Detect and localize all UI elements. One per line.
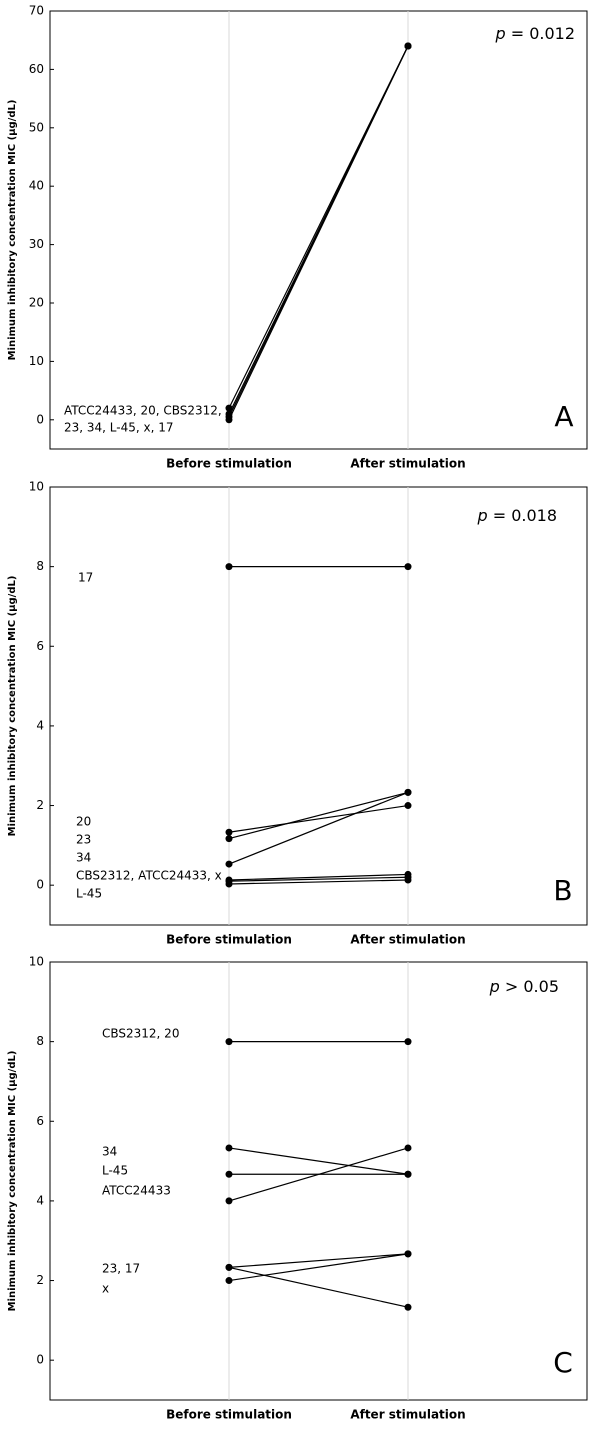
annotation: 23, 17 — [102, 1262, 140, 1276]
data-point — [404, 1303, 412, 1311]
y-tick-label: 10 — [29, 480, 44, 494]
y-tick-label: 4 — [36, 718, 44, 732]
p-value: p > 0.05 — [489, 977, 559, 996]
series-line — [228, 45, 409, 421]
annotation: L-45 — [102, 1164, 128, 1178]
data-point — [225, 1277, 233, 1285]
data-point — [225, 835, 233, 843]
data-point — [225, 1263, 233, 1271]
p-value: p = 0.012 — [494, 24, 575, 43]
panel: Before stimulation After stimulation 0 2 4 6 8… — [7, 480, 588, 947]
panel-label: C — [553, 1346, 573, 1379]
data-point — [404, 42, 412, 50]
p-symbol: p — [494, 24, 505, 43]
y-tick-label: 60 — [29, 62, 44, 76]
data-point — [404, 1170, 412, 1178]
series-line — [228, 791, 409, 865]
p-symbol: p — [489, 977, 500, 996]
annotation: 34 — [76, 851, 91, 865]
y-tick-label: 8 — [36, 1034, 44, 1048]
x-tick-label: Before stimulation — [166, 933, 292, 947]
annotation: x — [102, 1282, 109, 1296]
series-line — [228, 1147, 409, 1175]
panel-label: A — [554, 400, 573, 433]
y-axis-label: Minimum inhibitory concentration MIC (µg… — [7, 1051, 18, 1312]
p-text: = 0.012 — [506, 24, 575, 43]
y-tick-label: 20 — [29, 296, 44, 310]
data-point — [404, 876, 412, 884]
data-point — [225, 1144, 233, 1152]
annotation: 20 — [76, 815, 91, 829]
annotation: 23, 34, L-45, x, 17 — [64, 421, 174, 435]
y-tick-label: 6 — [36, 1114, 44, 1128]
data-point — [404, 1144, 412, 1152]
y-tick-label: 70 — [29, 4, 44, 18]
data-point — [404, 802, 412, 810]
y-tick-label: 40 — [29, 179, 44, 193]
x-tick-label: After stimulation — [350, 457, 465, 471]
y-tick-label: 0 — [36, 878, 44, 892]
x-tick-label: Before stimulation — [166, 457, 292, 471]
x-tick-label: After stimulation — [350, 933, 465, 947]
series-line — [228, 879, 409, 885]
p-symbol: p — [476, 506, 487, 525]
data-point — [225, 880, 233, 888]
y-tick-label: 2 — [36, 798, 44, 812]
data-point — [225, 416, 233, 424]
panel: Before stimulation After stimulation 0 10 20… — [7, 4, 588, 471]
y-axis-label: Minimum inhibitory concentration MIC (µg… — [7, 576, 18, 837]
x-tick-label: Before stimulation — [166, 1408, 292, 1422]
y-tick-label: 0 — [36, 412, 44, 426]
p-text: = 0.018 — [488, 506, 557, 525]
y-tick-label: 8 — [36, 559, 44, 573]
series-line — [228, 804, 409, 833]
y-tick-label: 4 — [36, 1193, 44, 1207]
data-point — [225, 563, 233, 571]
y-tick-label: 0 — [36, 1353, 44, 1367]
panel: Before stimulation After stimulation 0 2 4 6 8… — [7, 955, 588, 1422]
p-value: p = 0.018 — [476, 506, 557, 525]
series-line — [228, 1147, 409, 1202]
series-line — [228, 873, 409, 881]
data-point — [404, 788, 412, 796]
series-line — [228, 791, 409, 840]
data-point — [225, 1038, 233, 1046]
p-text: > 0.05 — [500, 977, 559, 996]
data-point — [404, 1250, 412, 1258]
series-line — [228, 1253, 409, 1282]
y-tick-label: 50 — [29, 120, 44, 134]
y-tick-label: 2 — [36, 1273, 44, 1287]
series-line — [228, 876, 409, 882]
data-point — [225, 860, 233, 868]
plot-frame — [49, 486, 588, 926]
y-tick-label: 6 — [36, 639, 44, 653]
panel-label: B — [553, 874, 572, 907]
annotation: CBS2312, ATCC24433, x — [76, 869, 222, 883]
annotation: 23 — [76, 833, 91, 847]
annotation: ATCC24433 — [102, 1184, 171, 1198]
y-tick-label: 30 — [29, 237, 44, 251]
y-axis-label: Minimum inhibitory concentration MIC (µg… — [7, 100, 18, 361]
annotation: L-45 — [76, 887, 102, 901]
annotation: 17 — [78, 571, 93, 585]
y-tick-label: 10 — [29, 354, 44, 368]
data-point — [225, 1197, 233, 1205]
data-point — [225, 1170, 233, 1178]
x-tick-label: After stimulation — [350, 1408, 465, 1422]
annotation: 34 — [102, 1145, 117, 1159]
data-point — [404, 1038, 412, 1046]
plot-frame — [49, 961, 588, 1401]
annotation: CBS2312, 20 — [102, 1027, 179, 1041]
series-line — [228, 1266, 409, 1308]
series-line — [228, 1253, 409, 1269]
data-point — [404, 563, 412, 571]
data-point — [225, 828, 233, 836]
annotation: ATCC24433, 20, CBS2312, — [64, 404, 222, 418]
y-tick-label: 10 — [29, 955, 44, 969]
